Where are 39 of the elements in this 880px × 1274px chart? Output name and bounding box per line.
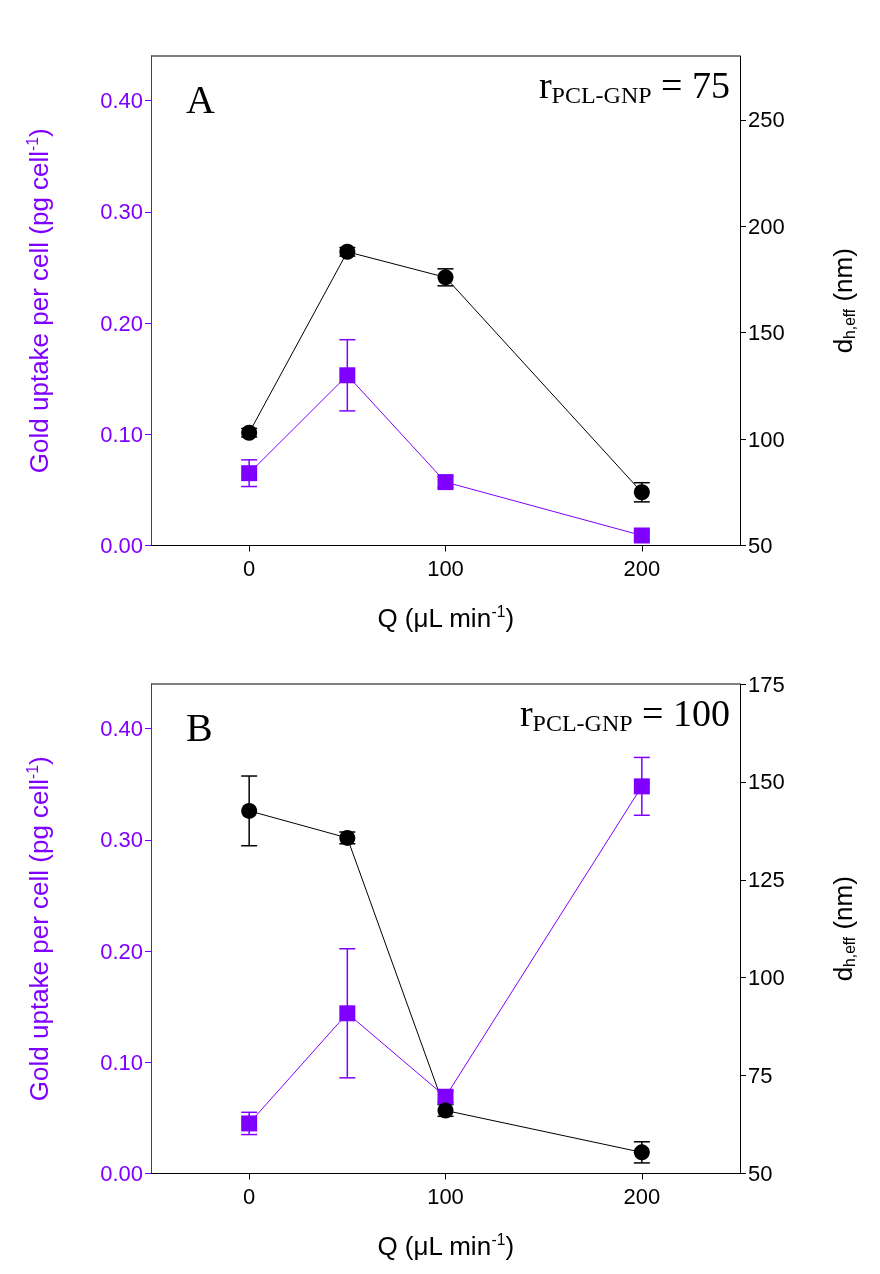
y-tick-label: 0.10 xyxy=(100,1049,143,1075)
y-tick-label: 0.20 xyxy=(100,938,143,964)
y2-tick-label: 150 xyxy=(748,320,785,346)
x-tick-label: 200 xyxy=(623,1184,661,1209)
y-tick-label: 0.30 xyxy=(100,199,143,225)
x-tick-label: 0 xyxy=(243,556,256,581)
y2-tick-label: 175 xyxy=(748,671,785,697)
text: B xyxy=(186,704,213,750)
y2-tick-label: 50 xyxy=(748,1161,773,1186)
y2-tick-label: 250 xyxy=(748,107,785,133)
point xyxy=(241,1115,258,1132)
x-tick-label: 100 xyxy=(427,1184,464,1209)
y-tick-label: 0.40 xyxy=(100,716,143,741)
point xyxy=(241,465,258,482)
x-tick-label: 100 xyxy=(427,556,464,581)
y2-tick-label: 150 xyxy=(748,769,785,795)
y2-axis-title: dh,eff (nm) xyxy=(827,248,858,354)
y-tick-label: 0.40 xyxy=(100,88,143,113)
y2-tick-label: 200 xyxy=(748,213,785,239)
x-tick-label: 200 xyxy=(623,556,661,581)
y2-tick-label: 100 xyxy=(748,426,785,452)
point xyxy=(339,367,356,384)
y-tick-label: 0.00 xyxy=(100,1161,143,1186)
y2-tick-label: 50 xyxy=(748,533,773,558)
y2-tick-label: 75 xyxy=(748,1063,773,1089)
y2-axis-title: dh,eff (nm) xyxy=(827,876,858,982)
y-tick-label: 0.20 xyxy=(100,310,143,336)
point xyxy=(339,1005,356,1022)
point xyxy=(633,778,650,795)
y-axis-title: Gold uptake per cell (pg cell-1) xyxy=(23,128,54,474)
y-tick-label: 0.10 xyxy=(100,421,143,447)
x-tick-label: 0 xyxy=(243,1184,256,1209)
y-axis-title: Gold uptake per cell (pg cell-1) xyxy=(23,756,54,1102)
y-tick-label: 0.00 xyxy=(100,533,143,558)
text: A xyxy=(186,76,215,122)
y2-tick-label: 100 xyxy=(748,965,785,991)
y2-tick-label: 125 xyxy=(748,867,785,893)
point xyxy=(241,802,258,819)
y-tick-label: 0.30 xyxy=(100,827,143,853)
